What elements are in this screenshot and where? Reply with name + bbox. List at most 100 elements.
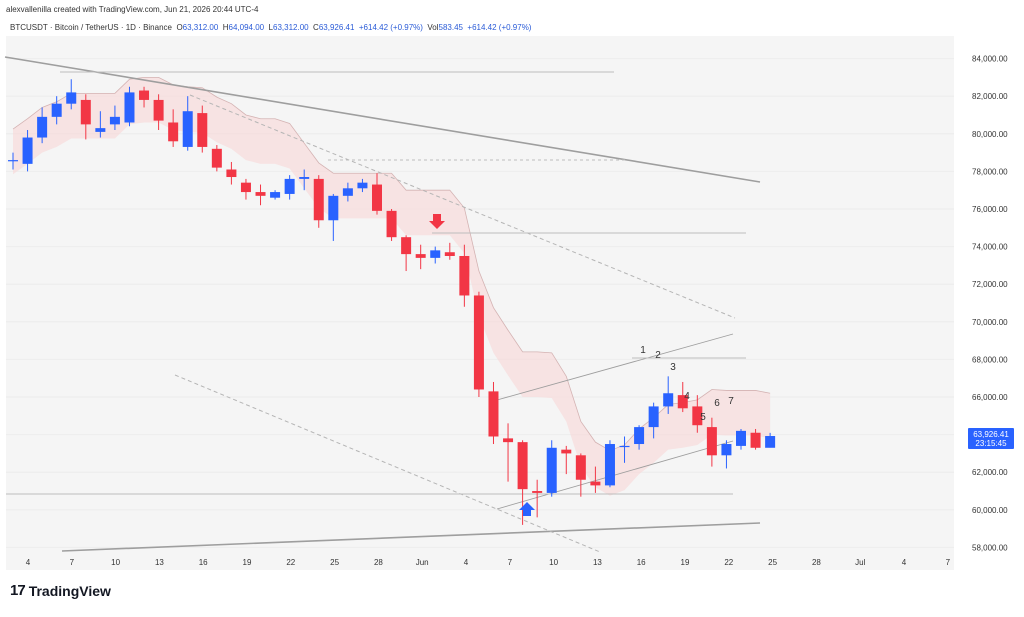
candle-body: [721, 444, 732, 456]
candle[interactable]: [95, 111, 106, 138]
candle-body: [604, 444, 615, 486]
candle[interactable]: [66, 79, 77, 110]
candle[interactable]: [8, 152, 18, 170]
candle-body: [415, 254, 426, 258]
candle[interactable]: [459, 244, 470, 307]
candle[interactable]: [226, 161, 237, 185]
candle[interactable]: [648, 402, 659, 439]
candle[interactable]: [109, 105, 120, 131]
candle-body: [182, 111, 193, 147]
y-tick-label: 60,000.00: [972, 506, 1008, 515]
candle[interactable]: [139, 86, 150, 108]
candle-body: [357, 182, 368, 189]
candle[interactable]: [736, 428, 746, 450]
attribution-text: alexvallenilla created with TradingView.…: [6, 5, 259, 14]
candle[interactable]: [430, 246, 441, 264]
candle-body: [197, 113, 208, 147]
candle[interactable]: [634, 425, 645, 450]
candle[interactable]: [503, 423, 514, 482]
candle-body: [736, 430, 746, 446]
high-value: 64,094.00: [228, 23, 265, 32]
last-price-countdown: 23:15:45: [975, 439, 1007, 448]
candle[interactable]: [372, 173, 382, 215]
candle[interactable]: [765, 432, 776, 448]
candle[interactable]: [284, 175, 295, 200]
last-price-box: [968, 428, 1014, 450]
candle[interactable]: [328, 193, 339, 241]
candle[interactable]: [706, 417, 717, 467]
candle[interactable]: [240, 178, 251, 200]
candle-body: [750, 432, 761, 448]
candle-body: [706, 427, 717, 456]
candle-body: [648, 406, 659, 428]
vol-label: Vol: [427, 23, 439, 32]
x-tick-label: 13: [593, 558, 602, 567]
candle-body: [153, 99, 164, 121]
candle[interactable]: [197, 105, 208, 153]
candle-body: [401, 237, 412, 255]
x-tick-label: 22: [724, 558, 733, 567]
tradingview-logo-icon: 17: [10, 582, 26, 599]
candle[interactable]: [721, 440, 732, 469]
candle[interactable]: [619, 436, 630, 463]
candle[interactable]: [357, 178, 368, 193]
candle[interactable]: [80, 94, 91, 140]
symbol-info: BTCUSDT · Bitcoin / TetherUS · 1D · Bina…: [10, 23, 531, 32]
candle[interactable]: [590, 466, 601, 493]
change-value: +614.42 (+0.97%): [358, 23, 423, 32]
candle[interactable]: [255, 184, 266, 206]
candle[interactable]: [532, 479, 543, 518]
candle[interactable]: [22, 130, 33, 172]
candle-body: [240, 182, 251, 193]
candle-body: [139, 90, 150, 100]
candle-body: [663, 393, 674, 407]
candle[interactable]: [211, 145, 222, 172]
candle[interactable]: [546, 440, 557, 497]
candle[interactable]: [575, 453, 586, 497]
candle[interactable]: [692, 395, 703, 433]
candle[interactable]: [313, 175, 324, 228]
candle[interactable]: [37, 107, 48, 144]
candle[interactable]: [386, 208, 397, 241]
candle[interactable]: [415, 244, 426, 270]
candle[interactable]: [488, 381, 499, 445]
tradingview-logo[interactable]: 17 TradingView: [10, 582, 111, 599]
candle[interactable]: [473, 291, 484, 398]
candle[interactable]: [153, 94, 164, 131]
candle[interactable]: [517, 440, 528, 525]
candle-body: [66, 92, 77, 104]
x-tick-label: 10: [111, 558, 120, 567]
candle[interactable]: [401, 235, 412, 272]
y-tick-label: 76,000.00: [972, 205, 1008, 214]
x-tick-label: 22: [286, 558, 295, 567]
candle[interactable]: [51, 96, 62, 125]
y-tick-label: 72,000.00: [972, 280, 1008, 289]
candle-body: [299, 177, 310, 179]
candle[interactable]: [168, 109, 179, 147]
symbol-title[interactable]: BTCUSDT · Bitcoin / TetherUS · 1D · Bina…: [10, 23, 172, 32]
count-label: 1: [640, 345, 646, 356]
candle-body: [51, 103, 62, 117]
high-label: H: [222, 23, 229, 32]
candle[interactable]: [750, 428, 761, 450]
candle[interactable]: [299, 169, 310, 191]
candle-body: [488, 391, 499, 437]
candle[interactable]: [604, 440, 615, 488]
candle[interactable]: [677, 381, 688, 413]
candle[interactable]: [182, 96, 193, 151]
candle-body: [444, 252, 455, 256]
candle[interactable]: [342, 182, 353, 202]
candle[interactable]: [444, 242, 455, 260]
x-tick-label: 7: [946, 558, 951, 567]
candle[interactable]: [561, 445, 572, 475]
tradingview-logo-text: TradingView: [28, 582, 111, 599]
candle-body: [226, 169, 237, 178]
candle[interactable]: [663, 376, 674, 414]
candle[interactable]: [270, 190, 281, 200]
candle-body: [619, 445, 630, 448]
candle-body: [328, 195, 339, 221]
candle[interactable]: [124, 86, 135, 127]
candle-body: [634, 427, 645, 445]
